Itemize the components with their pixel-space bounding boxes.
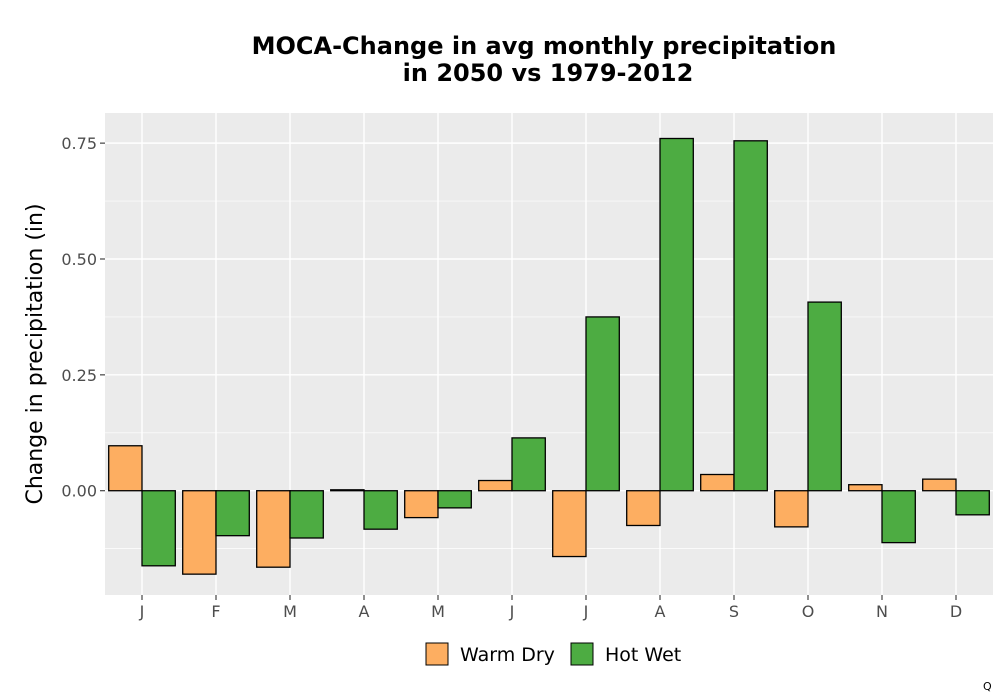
bar-warm-dry xyxy=(626,490,661,527)
x-tick-label: J xyxy=(139,602,145,621)
bar-hot-wet xyxy=(807,301,842,492)
chart-title-line-2: in 2050 vs 1979-2012 xyxy=(403,59,694,87)
legend-label-hot-wet: Hot Wet xyxy=(605,644,681,666)
bar-hot-wet xyxy=(437,490,472,509)
chart-title-line-1: MOCA-Change in avg monthly precipitation xyxy=(252,32,837,60)
bar-hot-wet xyxy=(585,316,620,492)
bar-warm-dry xyxy=(552,490,587,558)
y-tick-label: 0.75 xyxy=(61,134,97,153)
bar-hot-wet xyxy=(511,437,546,492)
y-tick-label: 0.25 xyxy=(61,366,97,385)
legend: Warm Dry Hot Wet xyxy=(425,642,681,666)
bar-warm-dry xyxy=(404,490,439,519)
bar-warm-dry xyxy=(700,473,735,492)
corner-note: Q xyxy=(983,680,992,693)
legend-swatch-hot-wet xyxy=(570,642,594,666)
bar-warm-dry xyxy=(330,489,365,492)
bar-warm-dry xyxy=(256,490,291,568)
bar-warm-dry xyxy=(182,490,217,575)
bar-warm-dry xyxy=(848,484,883,492)
bar-hot-wet xyxy=(881,490,916,544)
x-tick-label: S xyxy=(729,602,739,621)
y-tick-label: 0.00 xyxy=(61,482,97,501)
x-tick-label: D xyxy=(950,602,962,621)
plot-panel xyxy=(105,113,993,595)
x-tick-label: J xyxy=(509,602,515,621)
x-tick-label: F xyxy=(211,602,220,621)
y-axis: 0.00 0.25 0.50 0.75 xyxy=(61,134,105,501)
x-tick-label: M xyxy=(283,602,297,621)
x-tick-label: O xyxy=(802,602,815,621)
bar-warm-dry xyxy=(108,445,143,492)
bar-hot-wet xyxy=(141,490,176,567)
bar-hot-wet xyxy=(659,137,694,492)
bars xyxy=(108,137,990,575)
bar-hot-wet xyxy=(733,140,768,492)
x-tick-label: A xyxy=(655,602,666,621)
bar-hot-wet xyxy=(955,490,990,516)
y-axis-title: Change in precipitation (in) xyxy=(23,203,48,504)
x-tick-label: M xyxy=(431,602,445,621)
bar-hot-wet xyxy=(363,490,398,530)
bar-warm-dry xyxy=(922,478,957,492)
legend-swatch-warm-dry xyxy=(425,642,449,666)
bar-hot-wet xyxy=(215,490,250,537)
legend-label-warm-dry: Warm Dry xyxy=(460,644,555,666)
minor-gridlines xyxy=(105,200,993,550)
x-tick-label: J xyxy=(583,602,589,621)
bar-hot-wet xyxy=(289,490,324,539)
x-tick-label: A xyxy=(359,602,370,621)
bar-warm-dry xyxy=(774,490,809,528)
x-tick-label: N xyxy=(876,602,888,621)
y-tick-label: 0.50 xyxy=(61,250,97,269)
bar-warm-dry xyxy=(478,479,513,492)
